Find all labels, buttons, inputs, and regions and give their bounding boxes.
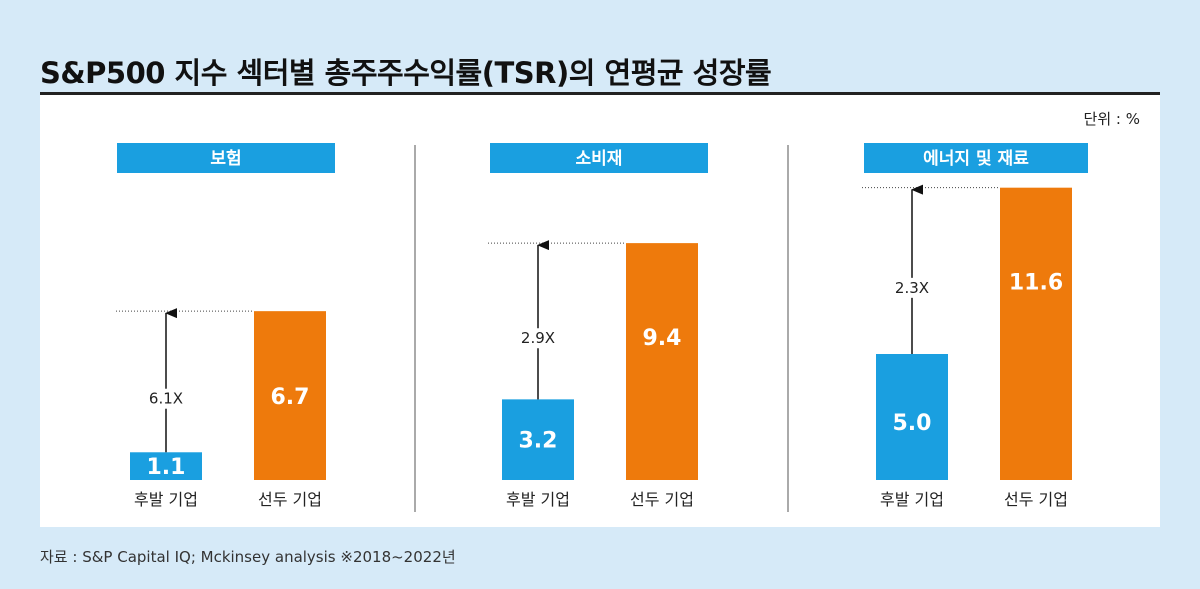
sector-label-box — [117, 143, 335, 173]
bar-value-label: 3.2 — [519, 429, 558, 454]
title-rule — [40, 92, 1160, 95]
source-note: 자료 : S&P Capital IQ; Mckinsey analysis ※… — [40, 548, 456, 566]
bar-leading — [1000, 187, 1072, 480]
multiplier-bg — [514, 328, 562, 349]
bar-value-label: 5.0 — [893, 411, 932, 436]
multiplier-label: 2.9X — [521, 329, 555, 347]
bar-lagging — [502, 399, 574, 480]
bar-leading — [626, 243, 698, 480]
bar-lagging — [130, 452, 202, 480]
multiplier-bg — [888, 277, 936, 298]
multiplier-label: 6.1X — [149, 390, 183, 408]
bar-leading — [254, 311, 326, 480]
sector-label: 소비재 — [576, 149, 623, 169]
unit-label: 단위 : % — [1083, 110, 1140, 128]
sector-label-box — [490, 143, 708, 173]
category-label: 후발 기업 — [880, 490, 944, 509]
multiplier-label: 2.3X — [895, 279, 929, 297]
category-label: 선두 기업 — [1004, 490, 1068, 509]
bar-value-label: 9.4 — [643, 326, 682, 351]
sector-label: 보험 — [210, 148, 241, 169]
category-label: 선두 기업 — [630, 490, 694, 509]
category-label: 후발 기업 — [134, 490, 198, 509]
bar-lagging — [876, 354, 948, 480]
bar-value-label: 6.7 — [271, 385, 310, 410]
chart-title: S&P500 지수 섹터별 총주주수익률(TSR)의 연평균 성장률 — [40, 56, 772, 90]
bar-value-label: 1.1 — [147, 455, 186, 480]
category-label: 후발 기업 — [506, 490, 570, 509]
sector-label-box — [864, 143, 1088, 173]
bar-value-label: 11.6 — [1009, 271, 1063, 296]
sector-label: 에너지 및 재료 — [923, 149, 1029, 169]
multiplier-bg — [142, 388, 190, 409]
category-label: 선두 기업 — [258, 490, 322, 509]
